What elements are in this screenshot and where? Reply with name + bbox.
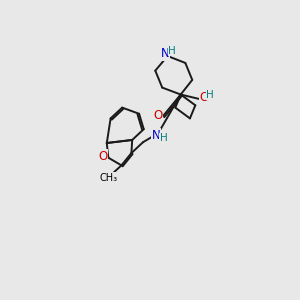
- Text: O: O: [199, 91, 208, 104]
- Text: H: H: [206, 89, 214, 100]
- Text: N: N: [152, 129, 161, 142]
- Text: H: H: [160, 134, 168, 143]
- Text: CH₃: CH₃: [99, 173, 117, 183]
- Text: O: O: [153, 109, 162, 122]
- Text: H: H: [168, 46, 176, 56]
- Text: N: N: [161, 47, 170, 60]
- Text: O: O: [98, 150, 108, 163]
